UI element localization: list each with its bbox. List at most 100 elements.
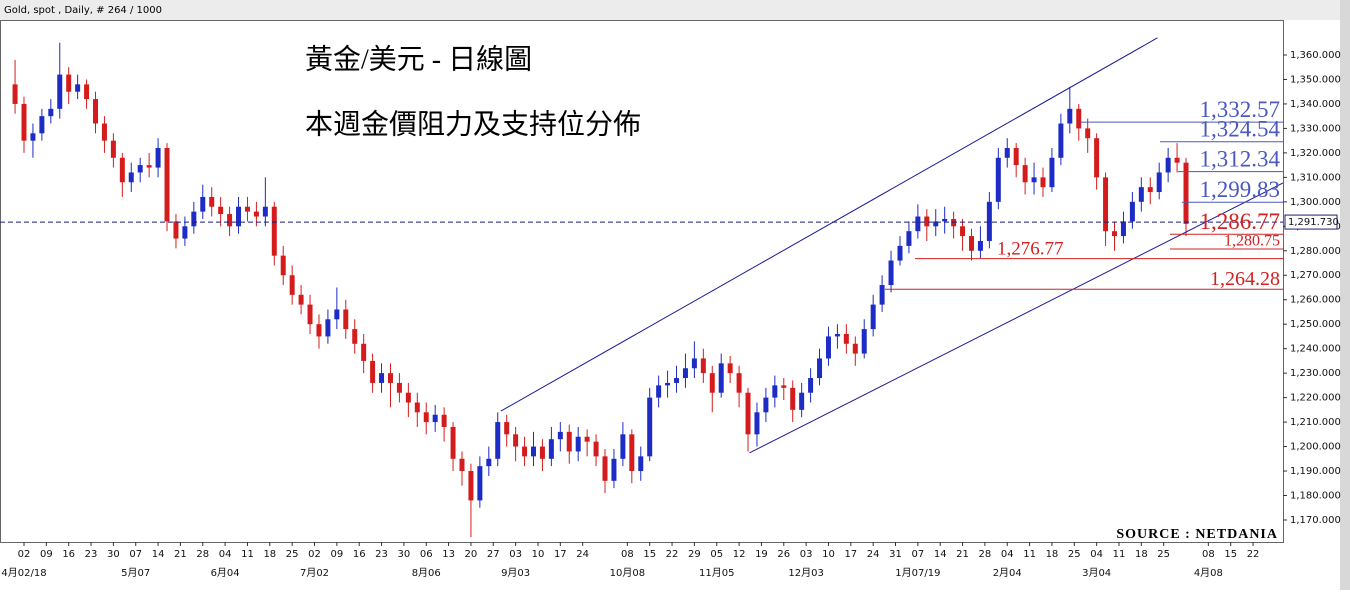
candle-body bbox=[370, 360, 376, 383]
candle-body bbox=[271, 206, 277, 256]
x-tick-label: 25 bbox=[286, 549, 299, 560]
candle-body bbox=[906, 231, 912, 246]
level-label: 1,286.77 bbox=[1200, 209, 1281, 234]
candle-body bbox=[504, 422, 510, 435]
y-tick-label: 1,250.000 bbox=[1290, 319, 1341, 330]
x-tick-label: 18 bbox=[1135, 549, 1148, 560]
candle-body bbox=[530, 446, 536, 457]
x-tick-label: 06 bbox=[420, 549, 433, 560]
candle-body bbox=[75, 84, 81, 92]
level-label: 1,280.75 bbox=[1224, 232, 1280, 249]
x-tick-label: 09 bbox=[40, 549, 53, 560]
candle-body bbox=[539, 446, 545, 459]
candle-body bbox=[30, 133, 36, 141]
x-tick-label: 12 bbox=[733, 549, 746, 560]
level-label: 1,276.77 bbox=[997, 238, 1064, 259]
candle-body bbox=[1183, 162, 1189, 224]
y-tick-label: 1,280.000 bbox=[1290, 246, 1341, 257]
candle-body bbox=[674, 378, 680, 383]
x-tick-label: 14 bbox=[152, 549, 165, 560]
x-tick-label: 11 bbox=[1023, 549, 1036, 560]
candle-body bbox=[48, 108, 54, 117]
candle-body bbox=[977, 240, 983, 251]
candle-body bbox=[620, 434, 626, 459]
y-tick-label: 1,300.000 bbox=[1290, 197, 1341, 208]
candle-body bbox=[1013, 147, 1019, 166]
candle-body bbox=[307, 304, 313, 325]
candle-body bbox=[325, 319, 331, 337]
y-tick-label: 1,350.000 bbox=[1290, 74, 1341, 85]
candle-body bbox=[548, 439, 554, 459]
level-label: 1,264.28 bbox=[1210, 268, 1280, 290]
candle-body bbox=[128, 172, 134, 183]
y-tick-label: 1,240.000 bbox=[1290, 344, 1341, 355]
candle-body bbox=[468, 471, 474, 501]
x-tick-label: 30 bbox=[398, 549, 411, 560]
y-tick-label: 1,360.000 bbox=[1290, 50, 1341, 61]
candle-body bbox=[1147, 187, 1153, 193]
y-tick-label: 1,270.000 bbox=[1290, 270, 1341, 281]
candle-body bbox=[736, 373, 742, 393]
candle-body bbox=[513, 434, 519, 447]
candle-body bbox=[915, 216, 921, 232]
candle-body bbox=[942, 218, 948, 222]
candle-body bbox=[754, 412, 760, 435]
candle-body bbox=[84, 84, 90, 100]
x-tick-label: 24 bbox=[576, 549, 589, 560]
month-label: 10月08 bbox=[610, 567, 645, 579]
candle-body bbox=[12, 84, 18, 104]
candle-body bbox=[280, 255, 286, 276]
x-tick-label: 16 bbox=[62, 549, 75, 560]
x-tick-label: 16 bbox=[353, 549, 366, 560]
candle-body bbox=[1120, 221, 1126, 237]
plot-frame bbox=[0, 20, 1284, 543]
candle-body bbox=[262, 206, 268, 217]
candle-body bbox=[164, 147, 170, 222]
level-label: 1,324.54 bbox=[1200, 117, 1281, 142]
last-price-label: 1,291.730 bbox=[1288, 217, 1339, 228]
candle-body bbox=[825, 336, 831, 359]
x-tick-label: 08 bbox=[1202, 549, 1215, 560]
x-tick-label: 10 bbox=[532, 549, 545, 560]
x-tick-label: 14 bbox=[934, 549, 947, 560]
candle-body bbox=[843, 333, 849, 344]
candle-body bbox=[1085, 128, 1091, 139]
x-tick-label: 26 bbox=[777, 549, 790, 560]
month-label: 4月08 bbox=[1194, 567, 1223, 579]
month-label: 6月04 bbox=[211, 567, 240, 579]
candle-body bbox=[289, 275, 295, 295]
candle-body bbox=[316, 324, 322, 337]
x-tick-label: 18 bbox=[263, 549, 276, 560]
y-tick-label: 1,340.000 bbox=[1290, 99, 1341, 110]
last-price-box bbox=[1284, 214, 1338, 230]
candle-body bbox=[1165, 157, 1171, 173]
candle-body bbox=[387, 373, 393, 383]
candle-body bbox=[361, 343, 367, 361]
candle-body bbox=[1049, 157, 1055, 188]
month-label: 12月03 bbox=[788, 567, 823, 579]
candle-body bbox=[602, 456, 608, 481]
candle-body bbox=[1094, 138, 1100, 178]
candle-body bbox=[584, 436, 590, 442]
chart-title: 黃金/美元 - 日線圖 bbox=[305, 43, 532, 75]
candle-body bbox=[879, 285, 885, 305]
y-tick-label: 1,190.000 bbox=[1290, 466, 1341, 477]
month-label: 2月04 bbox=[993, 567, 1022, 579]
candle-body bbox=[665, 382, 671, 386]
candle-body bbox=[1112, 231, 1118, 237]
candle-body bbox=[951, 218, 957, 227]
candle-body bbox=[450, 426, 456, 459]
candle-body bbox=[682, 368, 688, 379]
candle-body bbox=[459, 458, 465, 472]
candle-body bbox=[808, 378, 814, 393]
scrollbar bbox=[1340, 0, 1350, 590]
candle-body bbox=[691, 358, 697, 369]
candle-body bbox=[343, 309, 349, 330]
candle-body bbox=[647, 397, 653, 457]
candle-body bbox=[1103, 177, 1109, 232]
candle-body bbox=[495, 422, 501, 459]
candle-body bbox=[745, 392, 751, 435]
y-tick-label: 1,230.000 bbox=[1290, 368, 1341, 379]
month-label: 4月02/18 bbox=[1, 567, 46, 579]
x-tick-label: 18 bbox=[1046, 549, 1059, 560]
